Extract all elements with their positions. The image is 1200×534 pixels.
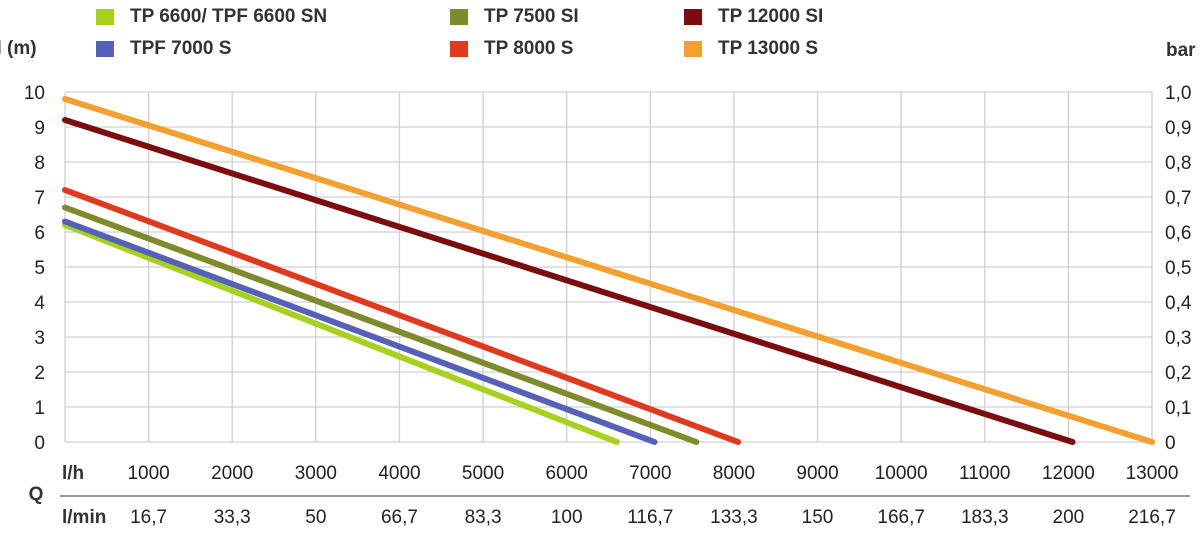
- series-line-tp-6600-tpf-6600-sn: [62, 222, 620, 445]
- y2-tick-label: 0,1: [1165, 398, 1191, 419]
- legend-label: TP 8000 S: [484, 38, 574, 59]
- x-tick-label: 9000: [796, 463, 838, 484]
- x-group-label: Q: [29, 484, 44, 505]
- y-axis-title-left: H (m): [0, 38, 37, 59]
- x2-tick-label: 66,7: [381, 507, 418, 528]
- legend-item-tp7500: TP 7500 SI: [450, 6, 579, 28]
- legend-label: TP 12000 SI: [718, 6, 824, 27]
- legend-label: TP 6600/ TPF 6600 SN: [130, 6, 328, 27]
- x-tick-label: 3000: [295, 463, 337, 484]
- y-tick-label: 4: [34, 293, 45, 314]
- legend-swatch: [450, 41, 468, 57]
- x2-tick-label: 166,7: [877, 507, 925, 528]
- x2-tick-label: 183,3: [961, 507, 1009, 528]
- x-tick-label: 7000: [629, 463, 671, 484]
- series-line-tp-7500-si: [62, 204, 700, 445]
- x-tick-label: 2000: [211, 463, 253, 484]
- y-axis-title-right: bar: [1166, 40, 1196, 61]
- x2-tick-label: 83,3: [465, 507, 502, 528]
- y-tick-label: 2: [34, 363, 45, 384]
- legend-label: TP 13000 S: [718, 38, 819, 59]
- x-tick-label: 10000: [875, 463, 928, 484]
- x2-tick-label: 16,7: [130, 507, 167, 528]
- x2-tick-label: 116,7: [627, 507, 673, 528]
- x2-tick-label: 100: [551, 507, 583, 528]
- y2-tick-label: 0,6: [1165, 223, 1191, 244]
- x2-tick-label: 133,3: [710, 507, 758, 528]
- series-line-tp-13000-s: [62, 96, 1155, 445]
- legend-swatch: [96, 41, 114, 57]
- x-row-label: l/h: [62, 463, 84, 484]
- y2-tick-label: 0,4: [1165, 293, 1192, 314]
- series-line-tpf-7000-s: [62, 218, 658, 445]
- x2-tick-label: 216,7: [1128, 507, 1176, 528]
- x-tick-label: 12000: [1042, 463, 1095, 484]
- legend-item-tp8000: TP 8000 S: [450, 38, 573, 60]
- x-tick-label: 11000: [959, 463, 1010, 484]
- y-tick-label: 5: [34, 258, 45, 279]
- x-tick-label: 6000: [546, 463, 588, 484]
- y-tick-label: 6: [34, 223, 45, 244]
- y2-tick-label: 0,7: [1165, 188, 1191, 209]
- legend-swatch: [684, 41, 702, 57]
- x-tick-label: 8000: [713, 463, 755, 484]
- y2-tick-label: 0,3: [1165, 328, 1191, 349]
- legend-item-tpf7000: TPF 7000 S: [96, 38, 231, 60]
- legend-item-tp6600: TP 6600/ TPF 6600 SN: [96, 6, 327, 28]
- legend-item-tp13000: TP 13000 S: [684, 38, 818, 60]
- y-tick-label: 7: [34, 188, 45, 209]
- chart-legend: TP 6600/ TPF 6600 SN TPF 7000 S TP 7500 …: [0, 0, 1200, 70]
- legend-swatch: [684, 9, 702, 25]
- series-line-tp-12000-si: [62, 117, 1076, 445]
- x-tick-label: 5000: [462, 463, 504, 484]
- x2-tick-label: 33,3: [214, 507, 251, 528]
- y-tick-label: 9: [34, 118, 45, 139]
- legend-item-tp12000: TP 12000 SI: [684, 6, 823, 28]
- x2-tick-label: 200: [1053, 507, 1085, 528]
- y-tick-label: 1: [34, 398, 45, 419]
- y-tick-label: 10: [24, 83, 45, 104]
- x2-tick-label: 150: [802, 507, 834, 528]
- y2-tick-label: 0,5: [1165, 258, 1191, 279]
- y-tick-label: 3: [34, 328, 45, 349]
- x-tick-label: 1000: [127, 463, 169, 484]
- series-line-tp-8000-s: [62, 187, 742, 445]
- y2-tick-label: 0,2: [1165, 363, 1191, 384]
- legend-swatch: [96, 9, 114, 25]
- x-tick-label: 4000: [378, 463, 420, 484]
- y-tick-label: 0: [34, 433, 45, 454]
- legend-label: TP 7500 SI: [484, 6, 579, 27]
- y-tick-label: 8: [34, 153, 45, 174]
- x2-tick-label: 50: [305, 507, 326, 528]
- y2-tick-label: 0,8: [1165, 153, 1191, 174]
- legend-label: TPF 7000 S: [130, 38, 232, 59]
- x2-row-label: l/min: [62, 507, 106, 528]
- y2-tick-label: 0,9: [1165, 118, 1191, 139]
- y2-tick-label: 1,0: [1165, 83, 1191, 104]
- y2-tick-label: 0: [1165, 433, 1176, 454]
- legend-swatch: [450, 9, 468, 25]
- x-tick-label: 13000: [1126, 463, 1179, 484]
